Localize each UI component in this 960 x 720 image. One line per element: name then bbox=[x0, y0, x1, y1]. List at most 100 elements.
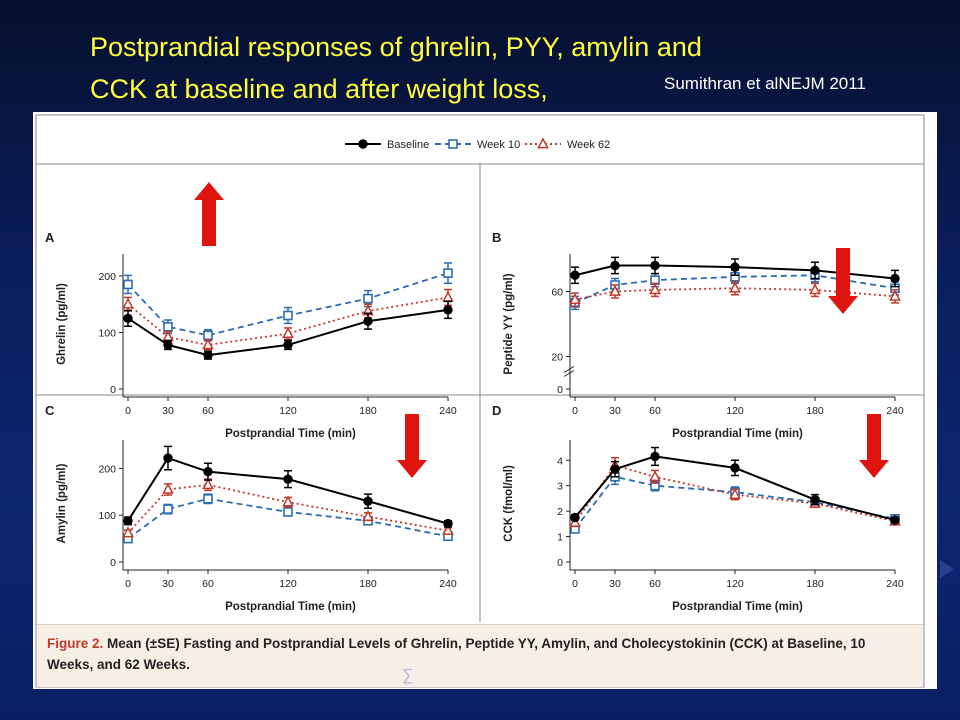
y-tick-label: 1 bbox=[557, 532, 563, 544]
data-point-0 bbox=[203, 466, 213, 477]
y-tick-label: 0 bbox=[557, 557, 563, 569]
chart-panel-C: C 0 100 200 0 30 60 120 180 240 Postprandial Time … bbox=[45, 403, 457, 613]
data-point-2 bbox=[442, 524, 454, 535]
trend-arrow-up-icon bbox=[194, 182, 224, 246]
x-axis-label: Postprandial Time (min) bbox=[225, 601, 356, 613]
x-tick-label: 30 bbox=[609, 578, 621, 590]
data-point-2 bbox=[729, 281, 741, 293]
figure-caption: Figure 2. Mean (±SE) Fasting and Postpra… bbox=[37, 624, 923, 687]
data-point-0 bbox=[283, 474, 293, 484]
x-tick-label: 60 bbox=[649, 578, 661, 590]
data-point-1 bbox=[363, 293, 373, 304]
data-point-0 bbox=[163, 340, 173, 350]
data-point-2 bbox=[609, 284, 621, 296]
y-axis-label: Peptide YY (pg/ml) bbox=[503, 273, 515, 374]
series-line-1 bbox=[127, 272, 449, 337]
x-tick-label: 0 bbox=[125, 405, 131, 417]
legend-marker-1 bbox=[448, 139, 458, 149]
series-line-0 bbox=[574, 264, 896, 280]
x-axis-label: Postprandial Time (min) bbox=[672, 601, 803, 613]
data-point-2 bbox=[282, 327, 294, 338]
data-point-0 bbox=[890, 273, 900, 284]
x-tick-label: 30 bbox=[162, 405, 174, 417]
data-point-2 bbox=[889, 289, 901, 301]
chart-panel-A: A 0 100 200 0 30 60 120 180 240 Postprandial Time … bbox=[45, 230, 457, 440]
x-tick-label: 30 bbox=[609, 405, 621, 417]
y-axis-label: CCK (fmol/ml) bbox=[503, 465, 515, 542]
y-axis-label: Amylin (pg/ml) bbox=[56, 463, 68, 543]
data-point-0 bbox=[810, 265, 820, 276]
panel-letter-A: A bbox=[45, 230, 55, 245]
y-tick-label: 2 bbox=[557, 506, 563, 518]
x-tick-label: 240 bbox=[886, 405, 904, 417]
data-point-0 bbox=[570, 512, 580, 523]
data-point-2 bbox=[202, 478, 214, 490]
sigma-symbol: ∑ bbox=[402, 667, 414, 684]
legend: Baseline Week 10 Week 62 bbox=[345, 137, 610, 151]
x-tick-label: 240 bbox=[886, 578, 904, 590]
legend-label-0: Baseline bbox=[387, 139, 429, 151]
x-tick-label: 120 bbox=[726, 405, 744, 417]
x-tick-label: 180 bbox=[806, 405, 824, 417]
y-tick-label: 100 bbox=[98, 510, 116, 522]
series-line-2 bbox=[574, 287, 896, 301]
panel-letter-D: D bbox=[492, 403, 501, 418]
data-point-0 bbox=[610, 260, 620, 271]
data-point-2 bbox=[569, 293, 581, 304]
data-point-2 bbox=[362, 510, 374, 521]
data-point-1 bbox=[123, 279, 133, 290]
trend-arrow-down-icon bbox=[859, 414, 889, 478]
data-point-0 bbox=[443, 305, 453, 315]
x-axis-label: Postprandial Time (min) bbox=[225, 428, 356, 440]
x-tick-label: 240 bbox=[439, 578, 457, 590]
data-point-0 bbox=[890, 515, 900, 525]
data-point-2 bbox=[162, 482, 174, 494]
data-point-2 bbox=[809, 283, 821, 295]
data-point-0 bbox=[730, 463, 740, 473]
data-point-0 bbox=[363, 496, 373, 506]
data-point-0 bbox=[123, 516, 133, 526]
x-tick-label: 0 bbox=[572, 578, 578, 590]
x-tick-label: 60 bbox=[649, 405, 661, 417]
x-tick-label: 180 bbox=[359, 405, 377, 417]
legend-marker-2 bbox=[537, 137, 549, 149]
data-point-0 bbox=[443, 518, 453, 529]
y-tick-label: 0 bbox=[557, 384, 563, 396]
data-point-2 bbox=[649, 470, 661, 482]
data-point-0 bbox=[283, 340, 293, 350]
data-point-0 bbox=[163, 453, 173, 463]
data-point-0 bbox=[650, 260, 660, 271]
chart-panel-B: B 0 20 60 0 30 60 120 180 240 Postprandial Time (m… bbox=[492, 230, 904, 440]
axis-break-mark bbox=[563, 370, 575, 377]
chart-panel-D: D 0 1 2 3 4 0 30 60 120 180 240 Postprandial Time (m… bbox=[492, 403, 904, 613]
legend-label-2: Week 62 bbox=[567, 139, 610, 151]
caption-label: Figure 2. bbox=[47, 636, 104, 651]
data-point-0 bbox=[610, 464, 620, 474]
citation: Sumithran et alNEJM 2011 bbox=[664, 74, 866, 93]
data-point-2 bbox=[122, 297, 134, 309]
x-axis-label: Postprandial Time (min) bbox=[672, 428, 803, 440]
panel-letter-B: B bbox=[492, 230, 501, 245]
axis-break-mark bbox=[563, 366, 575, 373]
data-point-0 bbox=[123, 313, 133, 324]
x-tick-label: 0 bbox=[125, 578, 131, 590]
y-tick-label: 3 bbox=[557, 481, 563, 493]
x-tick-label: 180 bbox=[359, 578, 377, 590]
x-tick-label: 0 bbox=[572, 405, 578, 417]
data-point-2 bbox=[729, 488, 741, 499]
data-point-1 bbox=[203, 330, 213, 341]
slide-title-line-2: CCK at baseline and after weight loss, bbox=[90, 74, 548, 104]
x-tick-label: 60 bbox=[202, 578, 214, 590]
slide-nav-arrow-icon[interactable] bbox=[940, 560, 954, 578]
data-point-2 bbox=[202, 338, 214, 350]
data-point-1 bbox=[283, 507, 293, 517]
x-tick-label: 120 bbox=[279, 578, 297, 590]
series-line-0 bbox=[127, 308, 449, 357]
y-tick-label: 0 bbox=[110, 384, 116, 396]
x-tick-label: 120 bbox=[279, 405, 297, 417]
y-tick-label: 20 bbox=[551, 352, 563, 364]
data-point-0 bbox=[650, 451, 660, 462]
y-tick-label: 200 bbox=[98, 463, 116, 475]
series-line-1 bbox=[127, 497, 449, 540]
